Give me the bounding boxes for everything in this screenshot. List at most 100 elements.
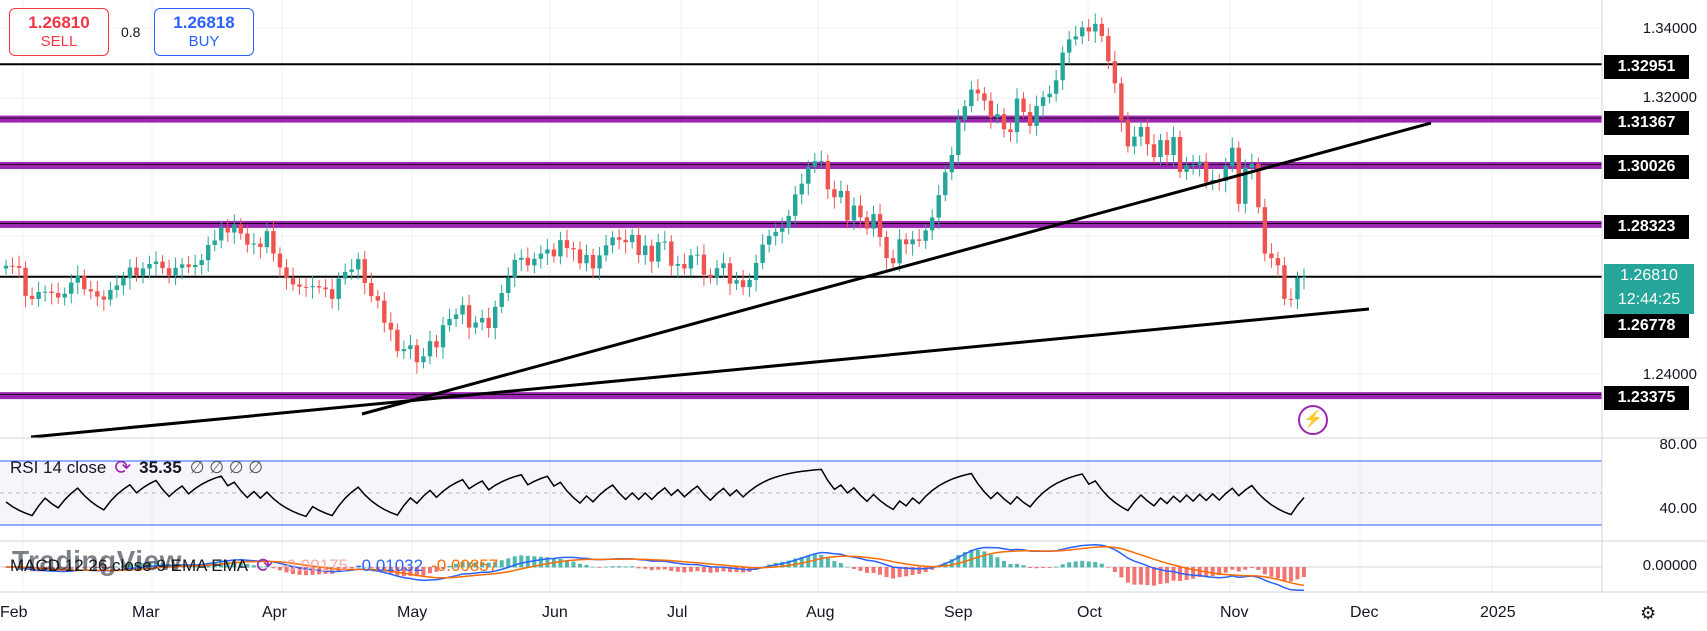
macd-hist-bar — [1060, 564, 1065, 568]
candle-body — [766, 235, 772, 245]
macd-hist-bar — [858, 567, 863, 571]
macd-hist-bar — [1021, 565, 1026, 568]
candle-body — [479, 317, 485, 323]
level-zone — [0, 392, 1602, 400]
candle-body — [884, 236, 889, 259]
macd-hist-bar — [982, 551, 987, 568]
candle-body — [643, 245, 648, 255]
candle-body — [1119, 83, 1124, 121]
candle-body — [82, 275, 87, 290]
macd-hist-bar — [1034, 567, 1039, 569]
candle-body — [1164, 140, 1170, 155]
sell-button[interactable]: 1.26810 SELL — [9, 8, 109, 56]
macd-hist-bar — [734, 567, 739, 573]
level-tag: 1.32951 — [1604, 55, 1689, 79]
macd-hist-bar — [434, 567, 439, 572]
macd-hist-bar — [264, 566, 269, 568]
trendlines — [30, 121, 1432, 439]
macd-settings-icon[interactable]: ⟳ — [256, 555, 273, 577]
candle-body — [1112, 61, 1118, 84]
candle-body — [812, 161, 818, 167]
macd-hist-bar — [447, 565, 452, 568]
candle-body — [232, 224, 237, 233]
rsi-title: RSI 14 close — [10, 457, 107, 477]
macd-hist-bar — [114, 566, 119, 568]
macd-hist-bar — [1236, 567, 1241, 572]
candle-body — [669, 241, 674, 266]
candle-body — [101, 296, 107, 300]
macd-hist-bar — [486, 562, 491, 568]
macd-hist-bar — [88, 567, 93, 568]
macd-hist-bar — [1288, 567, 1293, 582]
candle-body — [362, 259, 367, 284]
time-tick: Oct — [1077, 604, 1102, 621]
time-tick: Jun — [542, 604, 568, 621]
candle-body — [271, 231, 276, 254]
candle-body — [1249, 163, 1255, 168]
candle-body — [1138, 126, 1144, 137]
macd-hist-bar — [225, 561, 230, 568]
macd-hist-bar — [1001, 560, 1006, 568]
candle-body — [916, 239, 922, 241]
settings-gear-icon[interactable]: ⚙ — [1640, 603, 1657, 623]
level-zone — [0, 162, 1602, 170]
candle-body — [740, 280, 746, 288]
pane-frame — [0, 0, 1707, 593]
candle-body — [890, 258, 896, 264]
macd-hist-bar — [975, 549, 980, 568]
macd-hist-bar — [949, 559, 954, 568]
macd-hist-bar — [343, 567, 348, 571]
macd-hist-bar — [1067, 562, 1072, 568]
lightning-icon[interactable]: ⚡ — [1298, 405, 1328, 435]
macd-hist-bar — [793, 558, 798, 568]
macd-hist-bar — [995, 557, 1000, 568]
candle-body — [1073, 36, 1078, 40]
buy-button[interactable]: 1.26818 BUY — [154, 8, 254, 56]
candle-body — [329, 289, 335, 299]
candle-body — [838, 190, 844, 198]
macd-hist-bar — [290, 567, 295, 575]
rsi-tick: 80.00 — [1659, 436, 1697, 453]
candle-body — [1151, 144, 1157, 158]
macd-hist-bar — [695, 567, 700, 572]
macd-hist-bar — [258, 566, 263, 568]
macd-hist-bar — [401, 567, 406, 577]
candle-body — [303, 286, 309, 288]
candle-body — [747, 279, 752, 288]
horizontal-levels — [0, 63, 1602, 400]
candle-body — [62, 293, 67, 298]
candle-body — [1014, 98, 1020, 133]
candle-body — [682, 263, 687, 269]
macd-hist-bar — [649, 567, 654, 571]
macd-hist-bar — [988, 554, 993, 568]
candle-body — [1132, 136, 1137, 147]
rsi-settings-icon[interactable]: ⟳ — [114, 457, 132, 479]
macd-hist-bar — [460, 561, 465, 568]
candle-body — [486, 317, 491, 328]
candle-body — [316, 286, 322, 288]
macd-hist-bar — [1210, 567, 1215, 577]
candle-body — [342, 271, 348, 279]
candle-body — [845, 190, 850, 221]
macd-hist-bar — [610, 566, 615, 568]
macd-hist-value: -0.00175 — [280, 555, 348, 575]
macd-hist-bar — [682, 567, 687, 573]
macd-hist-bar — [1295, 567, 1300, 580]
macd-hist-bar — [356, 566, 361, 568]
candle-body — [512, 259, 517, 278]
candle-body — [936, 195, 941, 218]
candle-body — [310, 286, 315, 288]
candle-body — [95, 291, 100, 297]
candle-body — [629, 234, 635, 243]
macd-hist-bar — [604, 566, 609, 568]
rsi-legend[interactable]: RSI 14 close ⟳ 35.35 ∅ ∅ ∅ ∅ — [10, 455, 263, 480]
macd-hist-bar — [643, 567, 648, 569]
macd-hist-bar — [388, 567, 393, 574]
candle-body — [962, 106, 968, 120]
candle-body — [1282, 265, 1287, 299]
candle-body — [219, 227, 224, 241]
macd-legend[interactable]: MACD 12 26 close 9 EMA EMA ⟳ -0.00175 -0… — [10, 553, 498, 578]
candle-body — [1158, 140, 1163, 158]
rsi-path — [5, 468, 1305, 518]
